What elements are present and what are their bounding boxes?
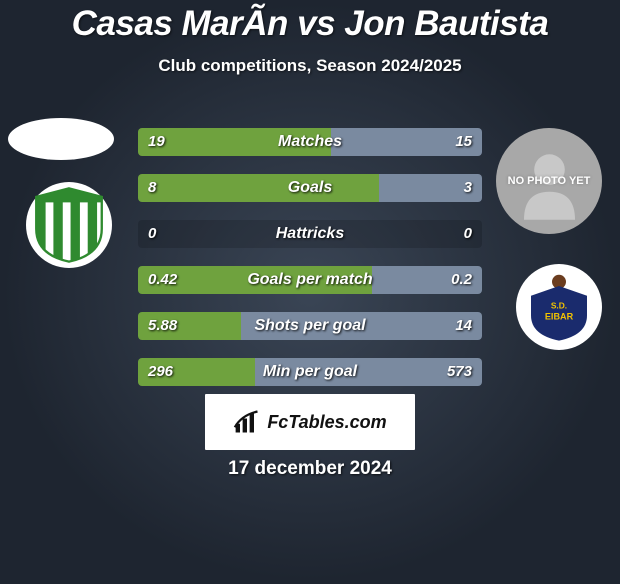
stat-row: 0 Hattricks 0 bbox=[138, 220, 482, 248]
subtitle: Club competitions, Season 2024/2025 bbox=[0, 56, 620, 76]
stat-row: 5.88 Shots per goal 14 bbox=[138, 312, 482, 340]
site-logo: FcTables.com bbox=[205, 394, 415, 450]
stats-container: 19 Matches 15 8 Goals 3 0 Hattricks 0 0.… bbox=[138, 128, 482, 404]
player-photo-right: NO PHOTO YET bbox=[496, 128, 602, 234]
date-label: 17 december 2024 bbox=[0, 458, 620, 480]
club-badge-right: S.D. EIBAR bbox=[516, 264, 602, 350]
stat-value-right: 0.2 bbox=[441, 266, 482, 294]
svg-text:S.D.: S.D. bbox=[551, 300, 567, 310]
stat-row: 0.42 Goals per match 0.2 bbox=[138, 266, 482, 294]
stat-row: 296 Min per goal 573 bbox=[138, 358, 482, 386]
stat-label: Shots per goal bbox=[138, 312, 482, 340]
site-logo-text: FcTables.com bbox=[267, 412, 386, 433]
bar-chart-icon bbox=[233, 408, 261, 436]
club-badge-left bbox=[26, 182, 112, 268]
stat-value-right: 3 bbox=[454, 174, 482, 202]
stat-label: Goals bbox=[138, 174, 482, 202]
stat-label: Goals per match bbox=[138, 266, 482, 294]
stat-value-right: 15 bbox=[445, 128, 482, 156]
svg-text:EIBAR: EIBAR bbox=[545, 312, 574, 322]
stat-label: Min per goal bbox=[138, 358, 482, 386]
player-photo-left bbox=[8, 118, 114, 160]
stat-row: 8 Goals 3 bbox=[138, 174, 482, 202]
stat-value-right: 573 bbox=[437, 358, 482, 386]
stat-label: Matches bbox=[138, 128, 482, 156]
club-crest-left-icon bbox=[30, 186, 108, 264]
club-crest-right-icon: S.D. EIBAR bbox=[524, 272, 594, 342]
stat-row: 19 Matches 15 bbox=[138, 128, 482, 156]
stat-value-right: 0 bbox=[454, 220, 482, 248]
no-photo-label: NO PHOTO YET bbox=[508, 175, 591, 187]
stat-value-right: 14 bbox=[445, 312, 482, 340]
page-title: Casas MarÃ­n vs Jon Bautista bbox=[0, 4, 620, 44]
stat-label: Hattricks bbox=[138, 220, 482, 248]
